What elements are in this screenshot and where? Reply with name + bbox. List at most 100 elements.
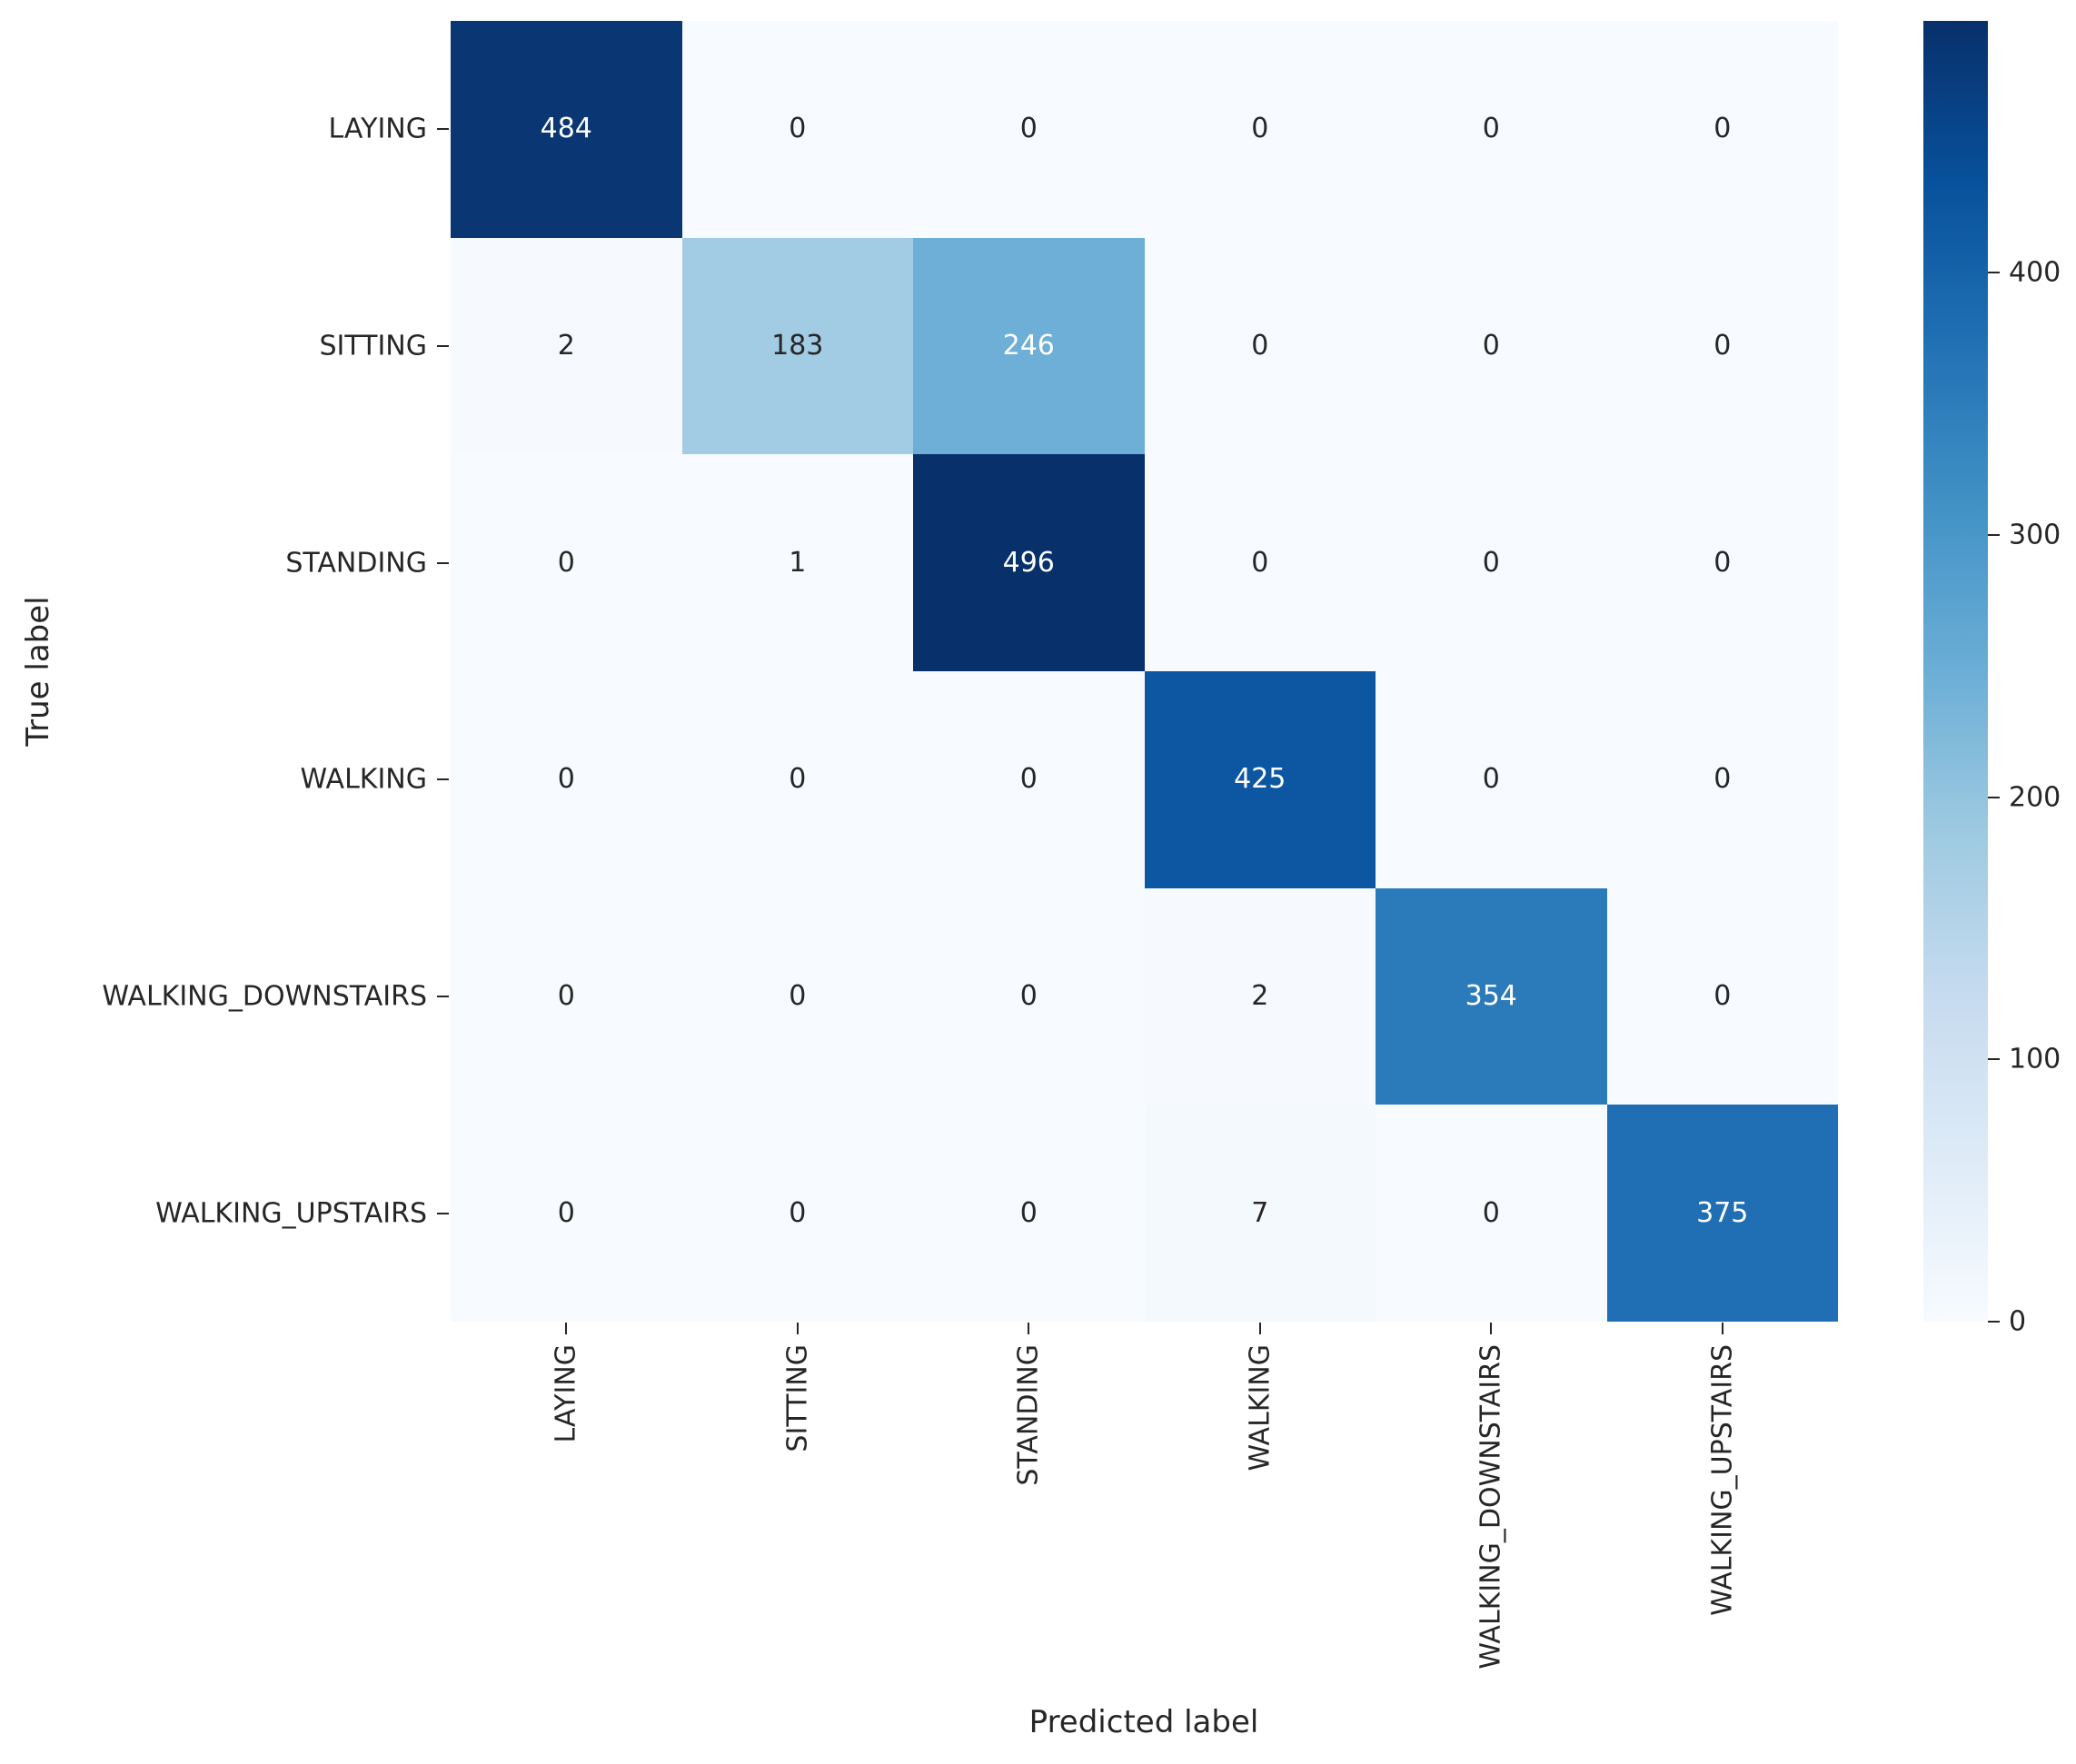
heatmap-cell: 425 [1144, 671, 1376, 888]
heatmap-cell: 183 [681, 237, 913, 455]
cell-value: 1 [789, 546, 807, 579]
cell-value: 0 [1713, 763, 1732, 796]
cell-value: 0 [789, 1196, 807, 1229]
cell-value: 0 [1019, 1196, 1038, 1229]
cell-value: 0 [1019, 763, 1038, 796]
colorbar-tick-mark [1988, 272, 2000, 274]
x-tick-label: SITTING [781, 1344, 814, 1452]
cell-value: 0 [1019, 979, 1038, 1012]
heatmap-cell: 0 [1144, 21, 1376, 238]
cell-value: 2 [557, 329, 575, 362]
cell-value: 0 [557, 979, 575, 1012]
colorbar-tick-mark [1988, 533, 2000, 536]
cell-value: 0 [1713, 979, 1732, 1012]
y-tick-label: LAYING [328, 113, 427, 145]
heatmap-cell: 0 [1606, 454, 1838, 671]
heatmap-cell: 0 [913, 21, 1145, 238]
y-tick-mark [437, 778, 449, 781]
heatmap-cell: 0 [1606, 887, 1838, 1105]
cell-value: 484 [540, 113, 592, 145]
heatmap-cell: 0 [1606, 237, 1838, 455]
x-tick-mark [796, 1323, 799, 1334]
cell-value: 0 [1482, 113, 1500, 145]
x-tick-mark [1258, 1323, 1261, 1334]
cell-value: 375 [1696, 1196, 1749, 1229]
colorbar-tick-label: 0 [2009, 1305, 2027, 1338]
colorbar-tick-label: 300 [2009, 519, 2061, 551]
x-tick-mark [1490, 1323, 1493, 1334]
x-tick-mark [1721, 1323, 1723, 1334]
cell-value: 0 [1713, 546, 1732, 579]
heatmap-cell: 0 [681, 671, 913, 888]
heatmap-cell: 0 [681, 887, 913, 1105]
heatmap-cell: 1 [681, 454, 913, 671]
heatmap-cell: 0 [1376, 21, 1607, 238]
heatmap-cell: 0 [681, 21, 913, 238]
heatmap-cell: 0 [913, 1105, 1145, 1322]
x-tick-mark [1028, 1323, 1030, 1334]
y-tick-label: WALKING_DOWNSTAIRS [102, 980, 427, 1013]
cell-value: 0 [557, 763, 575, 796]
x-tick-mark [565, 1323, 568, 1334]
x-tick-label: WALKING_UPSTAIRS [1706, 1344, 1739, 1616]
cell-value: 0 [1713, 113, 1732, 145]
cell-value: 0 [1019, 113, 1038, 145]
cell-value: 0 [1251, 329, 1269, 362]
heatmap-cell: 0 [1376, 1105, 1607, 1322]
y-tick-label: SITTING [319, 330, 427, 362]
x-tick-label: STANDING [1012, 1344, 1045, 1486]
y-tick-label: WALKING [300, 763, 427, 796]
heatmap-cell: 354 [1376, 887, 1607, 1105]
heatmap-cell: 0 [1144, 454, 1376, 671]
heatmap-cell: 246 [913, 237, 1145, 455]
heatmap-cell: 0 [681, 1105, 913, 1322]
heatmap-cell: 2 [451, 237, 682, 455]
heatmap-cell: 484 [451, 21, 682, 238]
colorbar [1923, 21, 1988, 1322]
y-tick-mark [437, 561, 449, 564]
colorbar-tick-mark [1988, 796, 2000, 798]
y-tick-mark [437, 996, 449, 997]
heatmap-cell: 0 [451, 671, 682, 888]
heatmap-cell: 0 [913, 671, 1145, 888]
cell-value: 0 [1482, 763, 1500, 796]
heatmap-cell: 0 [1376, 454, 1607, 671]
cell-value: 0 [1482, 1196, 1500, 1229]
cell-value: 0 [1482, 546, 1500, 579]
cell-value: 0 [1713, 329, 1732, 362]
y-tick-mark [437, 1212, 449, 1214]
heatmap-cell: 2 [1144, 887, 1376, 1105]
y-tick-mark [437, 345, 449, 347]
y-tick-label: WALKING_UPSTAIRS [155, 1197, 427, 1230]
colorbar-tick-label: 400 [2009, 256, 2061, 289]
x-axis-label: Predicted label [1028, 1704, 1259, 1740]
heatmap-cell: 0 [1376, 237, 1607, 455]
heatmap-cell: 0 [1144, 237, 1376, 455]
colorbar-tick-mark [1988, 1058, 2000, 1061]
heatmap-cell: 375 [1606, 1105, 1838, 1322]
cell-value: 7 [1251, 1196, 1269, 1229]
heatmap-cell: 0 [1606, 671, 1838, 888]
colorbar-tick-label: 100 [2009, 1043, 2061, 1075]
cell-value: 0 [789, 113, 807, 145]
cell-value: 2 [1251, 979, 1269, 1012]
cell-value: 0 [789, 763, 807, 796]
heatmap-cell: 0 [913, 887, 1145, 1105]
cell-value: 425 [1234, 763, 1286, 796]
cell-value: 0 [1251, 546, 1269, 579]
cell-value: 183 [771, 329, 824, 362]
cell-value: 354 [1465, 979, 1517, 1012]
colorbar-tick-label: 200 [2009, 781, 2061, 814]
heatmap-grid: 484 0 0 0 0 0 2 183 246 0 0 0 0 1 496 0 0 0 0 0 0 425 0 0 0 0 0 2 35… [451, 21, 1838, 1322]
heatmap-cell: 0 [451, 1105, 682, 1322]
heatmap-cell: 0 [1606, 21, 1838, 238]
heatmap-cell: 0 [451, 887, 682, 1105]
x-tick-label: LAYING [550, 1344, 582, 1443]
cell-value: 0 [1482, 329, 1500, 362]
cell-value: 0 [789, 979, 807, 1012]
x-tick-label: WALKING [1244, 1344, 1276, 1472]
colorbar-tick-mark [1988, 1321, 2000, 1323]
cell-value: 246 [1002, 329, 1055, 362]
heatmap-cell: 0 [1376, 671, 1607, 888]
